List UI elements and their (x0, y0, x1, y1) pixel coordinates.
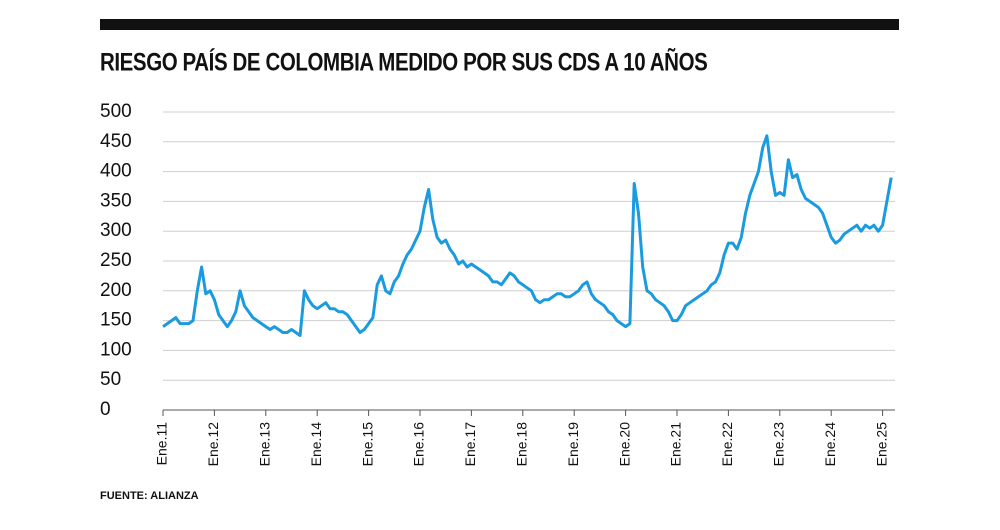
x-tick-label: Ene.14 (308, 422, 324, 467)
y-tick-label: 300 (100, 220, 132, 241)
x-tick-label: Ene.15 (359, 422, 375, 467)
top-bar (100, 19, 899, 30)
y-tick-label: 400 (100, 161, 132, 182)
x-tick-label: Ene.21 (668, 422, 684, 467)
y-tick-label: 100 (100, 339, 132, 360)
y-tick-label: 500 (100, 101, 132, 122)
chart-title: RIESGO PAÍS DE COLOMBIA MEDIDO POR SUS C… (100, 48, 708, 76)
x-tick-label: Ene.11 (154, 422, 170, 466)
y-tick-label: 350 (100, 190, 132, 211)
x-tick-label: Ene.12 (205, 422, 221, 467)
x-tick-label: Ene.24 (822, 422, 838, 467)
y-tick-label: 200 (100, 280, 132, 301)
y-tick-label: 150 (100, 310, 132, 331)
x-tick-label: Ene.16 (411, 422, 427, 467)
y-tick-label: 250 (100, 250, 132, 271)
x-tick-label: Ene.18 (514, 422, 530, 467)
source: FUENTE: ALIANZA (100, 490, 199, 502)
x-tick-label: Ene.20 (616, 422, 632, 467)
y-tick-label: 0 (100, 399, 111, 420)
y-tick-label: 50 (100, 369, 121, 390)
x-tick-label: Ene.22 (719, 422, 735, 467)
x-tick-label: Ene.25 (873, 422, 889, 467)
series-line (162, 134, 893, 337)
x-tick-label: Ene.19 (565, 422, 581, 467)
y-tick-label: 450 (100, 131, 132, 152)
x-tick-label: Ene.17 (462, 422, 478, 467)
x-tick-label: Ene.13 (257, 422, 273, 467)
x-tick-label: Ene.23 (771, 422, 787, 467)
